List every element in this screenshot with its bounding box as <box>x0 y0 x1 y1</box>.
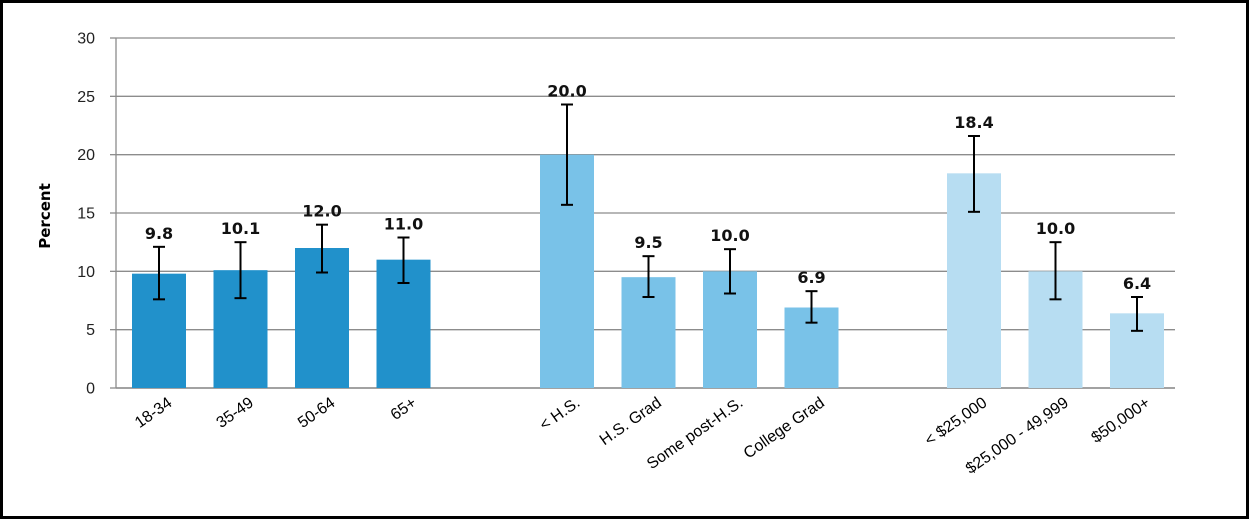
error-bar <box>234 241 247 300</box>
y-tick-label: 10 <box>77 264 95 281</box>
data-label: 12.0 <box>302 202 341 221</box>
bar-chart: 0 5 10 15 20 25 30 9.8 10.1 12.0 11.0 20.0 9.5 10.0 6… <box>36 31 1175 478</box>
data-label: 6.9 <box>797 268 825 287</box>
x-tick-label: 50-64 <box>295 394 338 431</box>
error-bar <box>642 255 655 298</box>
data-label: 6.4 <box>1123 274 1151 293</box>
y-tick-label: 20 <box>77 147 95 164</box>
error-bar <box>153 245 165 301</box>
x-tick-label: 35-49 <box>214 394 257 431</box>
data-label: 20.0 <box>547 82 586 101</box>
data-labels: 9.8 10.1 12.0 11.0 20.0 9.5 10.0 6.9 18.4 10.0 6.4 <box>145 82 1151 294</box>
error-bars <box>153 103 1143 332</box>
error-bar <box>805 290 818 324</box>
y-axis-ticks: 0 5 10 15 20 25 30 <box>77 31 95 398</box>
y-axis-label: Percent <box>36 183 54 248</box>
gridlines <box>116 37 1175 389</box>
error-bar <box>1131 296 1143 332</box>
y-tick-label: 30 <box>77 31 95 48</box>
error-bar <box>724 248 736 295</box>
error-bar <box>397 236 410 284</box>
y-tick-label: 15 <box>77 206 95 223</box>
x-tick-label: H.S. Grad <box>597 394 665 449</box>
bars <box>132 154 1164 388</box>
y-tick-label: 25 <box>77 89 95 106</box>
x-tick-label: 65+ <box>388 394 420 423</box>
error-bar <box>1049 241 1062 301</box>
y-tick-label: 5 <box>86 322 95 339</box>
error-bar <box>561 103 573 206</box>
error-bar <box>316 223 328 274</box>
y-tick-label: 0 <box>86 381 95 398</box>
data-label: 10.1 <box>221 219 260 238</box>
data-label: 10.0 <box>1036 219 1075 238</box>
x-tick-label: College Grad <box>741 394 828 462</box>
data-label: 9.5 <box>634 233 662 252</box>
error-bar <box>968 135 980 213</box>
x-tick-label: < H.S. <box>537 394 584 434</box>
data-label: 18.4 <box>954 113 993 132</box>
x-tick-label: $50,000+ <box>1089 394 1154 446</box>
x-tick-label: 18-34 <box>132 394 175 431</box>
data-label: 9.8 <box>145 224 173 243</box>
x-tick-label: < $25,000 <box>922 394 991 449</box>
data-label: 10.0 <box>710 226 749 245</box>
data-label: 11.0 <box>384 215 423 234</box>
